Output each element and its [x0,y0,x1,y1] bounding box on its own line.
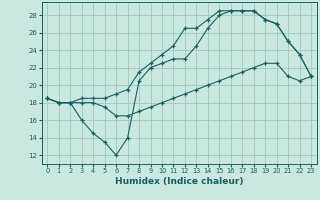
X-axis label: Humidex (Indice chaleur): Humidex (Indice chaleur) [115,177,244,186]
